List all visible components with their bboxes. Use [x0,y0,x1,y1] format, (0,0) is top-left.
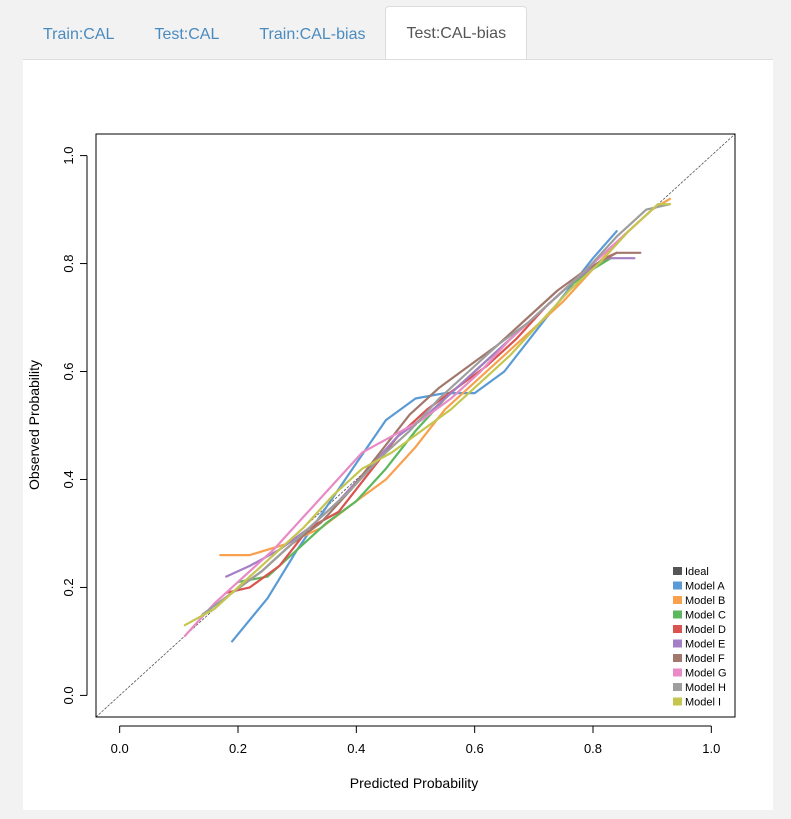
series-line-model-i [183,203,672,627]
tab-test-cal-bias[interactable]: Test:CAL-bias [385,6,528,60]
legend-swatch-model-e [673,639,682,648]
legend-swatch-model-h [673,683,682,691]
x-tick-label: 0.2 [229,741,247,756]
legend-label-model-c: Model C [685,610,726,622]
plot-frame [95,133,736,718]
series-line-model-e [225,257,636,578]
x-tick-label: 0.8 [584,741,602,756]
y-tick-label: 0.8 [61,255,76,273]
tab-bar: Train:CAL Test:CAL Train:CAL-bias Test:C… [23,6,528,60]
x-tick-label: 0.6 [466,741,484,756]
y-axis-label: Observed Probability [26,360,42,490]
y-tick-label: 0.6 [61,362,76,380]
tab-content-panel: 0.0 0.2 0.4 0.6 0.8 1.0 0.0 0.2 0.4 0.6 0.8 1.0 Pr… [23,59,773,810]
series-line-model-h [201,203,672,616]
legend-label-model-a: Model A [685,581,725,593]
x-axis-label: Predicted Probability [350,775,478,791]
legend-label-model-g: Model G [685,668,727,680]
legend-swatch-model-i [673,697,682,706]
legend-label-model-h: Model H [685,682,726,694]
legend-label-model-i: Model I [685,697,721,709]
series-line-model-f [231,251,642,594]
y-tick-label: 0.2 [61,578,76,596]
legend-swatch-model-g [673,668,682,677]
legend-swatch-model-b [673,596,682,604]
legend-label-model-e: Model E [685,639,725,651]
series-layer [95,133,736,718]
tab-train-cal[interactable]: Train:CAL [43,26,115,43]
legend-label-model-b: Model B [685,595,725,607]
calibration-plot: 0.0 0.2 0.4 0.6 0.8 1.0 0.0 0.2 0.4 0.6 0.8 1.0 Pr… [26,133,736,791]
legend-swatch-model-d [673,625,682,633]
legend-swatch-model-c [673,610,682,619]
x-tick-label: 0.0 [111,741,129,756]
legend-swatch-model-f [673,654,682,662]
y-axis: 0.0 0.2 0.4 0.6 0.8 1.0 [61,147,88,704]
legend-label-model-f: Model F [685,653,725,665]
tab-train-cal-bias[interactable]: Train:CAL-bias [259,26,366,43]
y-tick-label: 0.4 [61,470,76,488]
y-tick-label: 0.0 [61,686,76,704]
x-axis: 0.0 0.2 0.4 0.6 0.8 1.0 [111,725,720,756]
legend-label-model-d: Model D [685,624,726,636]
x-tick-label: 0.4 [347,741,365,756]
legend: Ideal Model A Model B Model C Model D Model E… [673,566,727,709]
legend-swatch-model-a [673,581,682,590]
legend-swatch-ideal [673,567,682,575]
tab-test-cal[interactable]: Test:CAL [154,26,220,43]
x-tick-label: 1.0 [702,741,720,756]
legend-label-ideal: Ideal [685,566,709,578]
y-tick-label: 1.0 [61,147,76,165]
